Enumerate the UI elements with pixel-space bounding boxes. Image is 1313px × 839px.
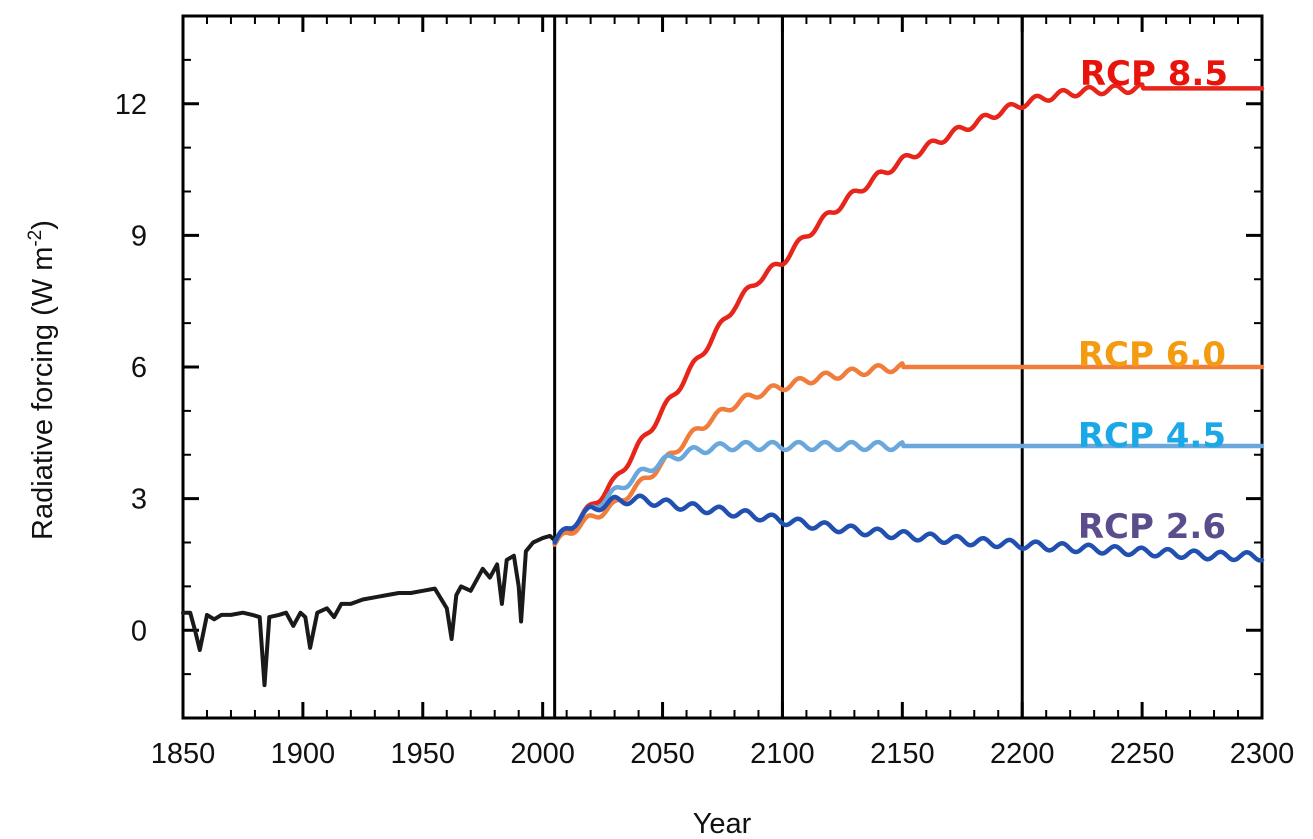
x-tick-label: 1850 bbox=[151, 738, 216, 770]
y-tick-label: 3 bbox=[131, 484, 147, 516]
series-label-rcp45: RCP 4.5 bbox=[1078, 416, 1226, 456]
x-tick-label: 2200 bbox=[990, 738, 1055, 770]
series-layer bbox=[181, 82, 1265, 688]
x-tick-label: 2050 bbox=[630, 738, 695, 770]
y-tick-label: 12 bbox=[115, 89, 147, 121]
series-label-rcp60: RCP 6.0 bbox=[1078, 335, 1226, 375]
series-labels-layer: RCP 8.5 RCP 6.0 RCP 4.5 RCP 2.6 bbox=[1078, 54, 1228, 547]
series-line-rcp26 bbox=[552, 493, 1265, 563]
series-line-historical bbox=[181, 533, 557, 688]
series-label-rcp26: RCP 2.6 bbox=[1078, 507, 1226, 547]
series-line-rcp85 bbox=[552, 82, 1265, 545]
y-tick-label: 0 bbox=[131, 615, 147, 647]
axes-layer: 1850 1900 1950 2000 2050 2100 2150 2200 2250 2300… bbox=[115, 14, 1295, 770]
y-tick-label: 6 bbox=[131, 352, 147, 384]
series-line-rcp45 bbox=[552, 439, 1265, 545]
x-tick-label: 2250 bbox=[1110, 738, 1175, 770]
x-tick-label: 2150 bbox=[870, 738, 935, 770]
y-axis-title-close: ) bbox=[27, 220, 59, 230]
x-tick-label: 1900 bbox=[271, 738, 336, 770]
axis-titles-layer: Year Radiative forcing (W m-2) bbox=[25, 220, 752, 839]
x-tick-label: 2100 bbox=[750, 738, 815, 770]
x-tick-label: 2000 bbox=[510, 738, 575, 770]
y-axis-title: Radiative forcing (W m-2) bbox=[25, 220, 59, 540]
series-label-rcp85: RCP 8.5 bbox=[1080, 54, 1228, 94]
y-axis-title-main: Radiative forcing (W m bbox=[27, 247, 59, 540]
x-tick-label: 2300 bbox=[1230, 738, 1295, 770]
y-axis-title-superscript: -2 bbox=[25, 230, 46, 247]
x-axis-title: Year bbox=[693, 808, 752, 839]
y-tick-label: 9 bbox=[131, 220, 147, 252]
x-tick-label: 1950 bbox=[391, 738, 456, 770]
series-line-rcp60 bbox=[552, 361, 1265, 547]
